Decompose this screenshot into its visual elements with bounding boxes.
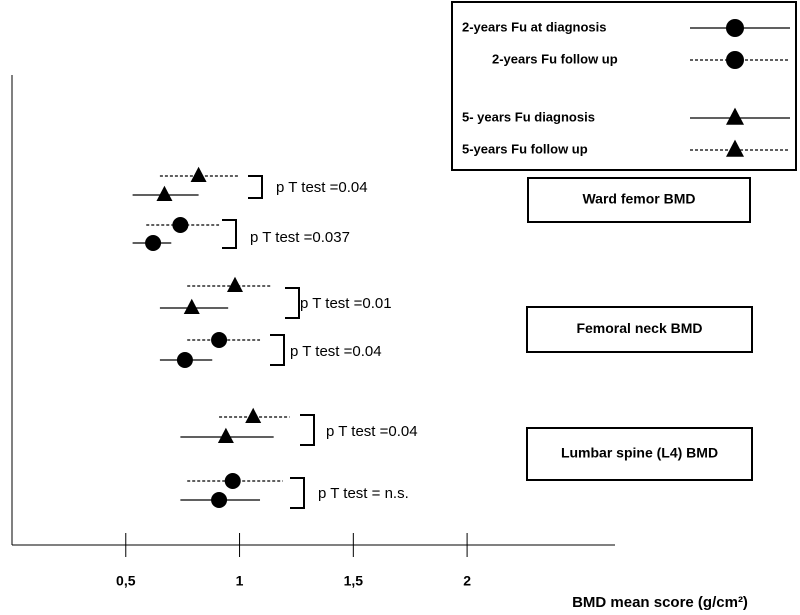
p-value-annotation: p T test =0.04 xyxy=(290,343,382,360)
p-value-annotation: p T test =0.037 xyxy=(250,229,350,246)
point xyxy=(226,276,243,292)
legend-label: 5-years Fu follow up xyxy=(462,141,588,156)
x-tick-label: 0,5 xyxy=(116,573,136,589)
legend-marker xyxy=(726,19,744,37)
category-label: Lumbar spine (L4) BMD xyxy=(561,445,718,461)
point xyxy=(145,235,162,251)
point xyxy=(211,492,228,508)
x-tick-label: 1,5 xyxy=(344,573,364,589)
legend-label: 2-years Fu at diagnosis xyxy=(462,19,607,34)
legend-label: 5- years Fu diagnosis xyxy=(462,109,595,124)
point xyxy=(217,427,234,443)
bracket xyxy=(222,219,237,249)
point xyxy=(172,217,189,233)
category-box xyxy=(526,306,753,353)
x-tick-label: 2 xyxy=(463,573,471,589)
category-label: Ward femor BMD xyxy=(582,191,695,207)
legend-box xyxy=(451,1,797,171)
legend-marker xyxy=(726,107,744,125)
x-axis-label: BMD mean score (g/cm²) xyxy=(572,594,748,611)
category-box xyxy=(527,177,751,223)
p-value-annotation: p T test =0.04 xyxy=(276,179,368,196)
point xyxy=(190,166,207,182)
legend-marker xyxy=(726,139,744,157)
bracket xyxy=(248,175,263,199)
bracket xyxy=(270,334,285,366)
point xyxy=(183,298,200,314)
bracket xyxy=(285,287,300,319)
legend-marker xyxy=(726,51,744,69)
point xyxy=(156,185,173,201)
p-value-annotation: p T test =0.01 xyxy=(300,295,392,312)
point xyxy=(211,332,228,348)
category-box xyxy=(526,427,753,481)
legend-label: 2-years Fu follow up xyxy=(492,51,618,66)
p-value-annotation: p T test = n.s. xyxy=(318,485,409,502)
point xyxy=(245,407,262,423)
p-value-annotation: p T test =0.04 xyxy=(326,423,418,440)
bracket xyxy=(300,414,315,446)
point xyxy=(224,473,241,489)
bracket xyxy=(290,477,305,509)
category-label: Femoral neck BMD xyxy=(576,320,702,336)
point xyxy=(176,352,193,368)
x-tick-label: 1 xyxy=(236,573,244,589)
